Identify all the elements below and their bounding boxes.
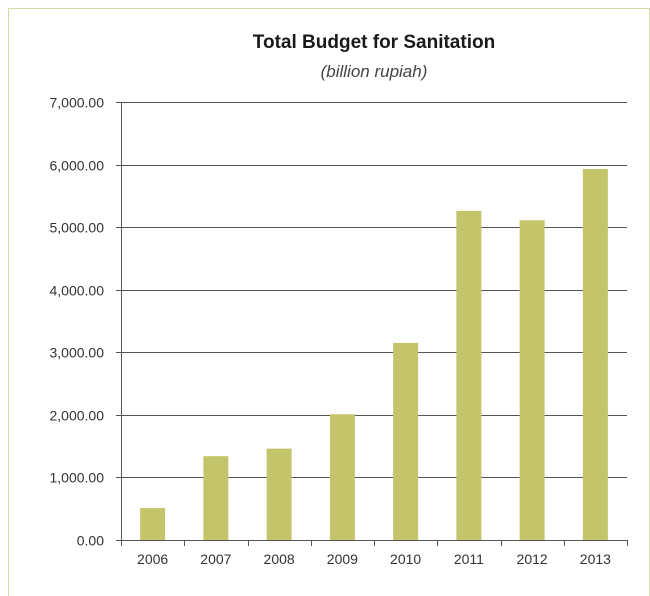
- x-tick-label: 2012: [517, 551, 548, 567]
- bar-2008: [266, 448, 292, 540]
- bar-2006: [140, 508, 166, 540]
- bars: [140, 168, 608, 541]
- y-tick-labels: 0.00 1,000.00 2,000.00 3,000.00 4,000.00 5,00…: [50, 95, 105, 549]
- gridlines: [121, 102, 627, 478]
- x-tick-label: 2010: [390, 551, 421, 567]
- bar-2009: [329, 414, 355, 540]
- chart-subtitle: (billion rupiah): [320, 62, 428, 81]
- y-tick-label: 3,000.00: [50, 345, 105, 361]
- y-tick-label: 4,000.00: [50, 283, 105, 299]
- x-tick-label: 2008: [264, 551, 295, 567]
- bar-2013: [582, 168, 608, 541]
- y-tick-label: 0.00: [77, 533, 104, 549]
- bar-2012: [519, 220, 545, 540]
- y-tick-label: 2,000.00: [50, 408, 105, 424]
- bar-2011: [456, 210, 482, 541]
- y-tick-label: 7,000.00: [50, 95, 105, 111]
- x-tick-label: 2011: [454, 551, 484, 567]
- y-tick-label: 1,000.00: [50, 470, 105, 486]
- x-tick-label: 2007: [200, 551, 231, 567]
- chart-title: Total Budget for Sanitation: [252, 32, 496, 53]
- y-tick-label: 5,000.00: [50, 220, 105, 236]
- x-tick-label: 2009: [327, 551, 358, 567]
- x-tick-label: 2006: [137, 551, 168, 567]
- x-tick-label: 2013: [580, 551, 611, 567]
- axes: [116, 102, 628, 546]
- x-tick-labels: 2006 2007 2008 2009 2010 2011 2012 2013: [137, 551, 611, 567]
- y-tick-label: 6,000.00: [50, 158, 105, 174]
- bar-2010: [393, 342, 419, 540]
- bar-2007: [203, 456, 229, 540]
